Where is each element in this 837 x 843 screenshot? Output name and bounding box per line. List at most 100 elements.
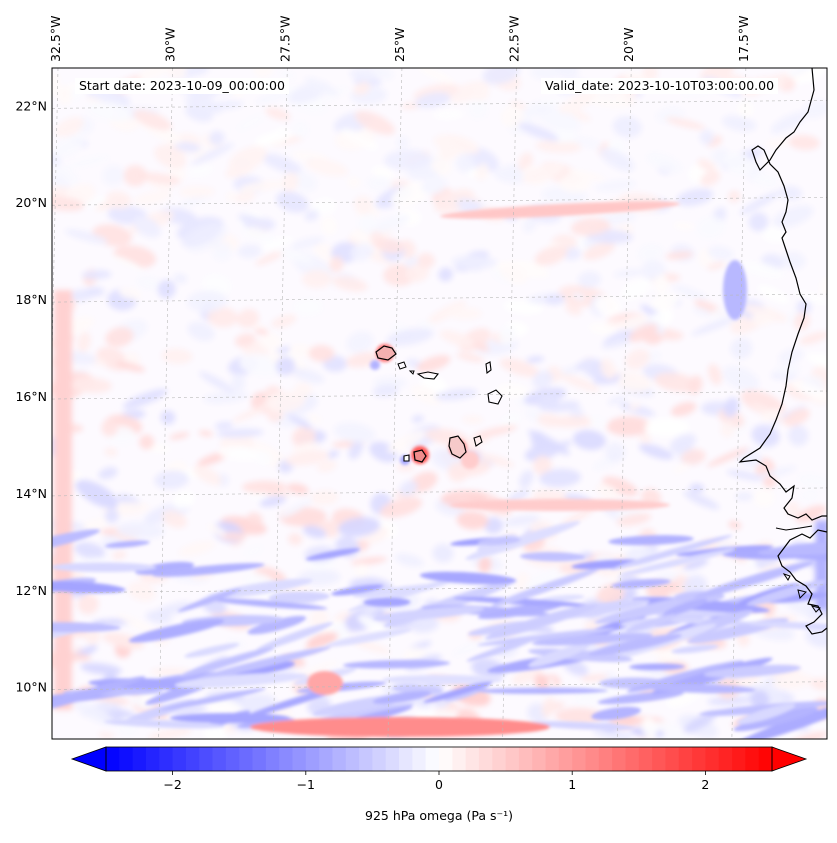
latitude-tick-label: 10°N (15, 680, 47, 695)
longitude-tick-label: 30°W (163, 27, 178, 62)
omega-blob (532, 370, 553, 389)
omega-blob (332, 276, 368, 292)
omega-blob (288, 533, 303, 546)
omega-blob (665, 251, 694, 260)
start-date-label: Start date: 2023-10-09_00:00:00 (75, 78, 289, 94)
omega-blob (503, 300, 544, 315)
colorbar-cell (585, 747, 600, 771)
omega-blob (174, 141, 201, 153)
omega-blob (206, 100, 244, 110)
omega-blob (471, 658, 506, 680)
omega-island-patch (461, 451, 479, 469)
omega-blob (530, 68, 560, 80)
omega-blob (320, 216, 338, 236)
omega-blob (484, 517, 503, 534)
omega-blob (735, 492, 753, 501)
island-santo-antao (375, 345, 397, 361)
omega-blob (304, 209, 319, 221)
omega-blob (468, 98, 488, 120)
omega-streak (532, 632, 653, 646)
omega-streak (465, 521, 581, 560)
omega-blob (781, 251, 806, 270)
omega-streak (305, 548, 361, 561)
omega-streak (466, 636, 540, 662)
omega-blob (457, 198, 482, 212)
colorbar-cell (545, 747, 560, 771)
omega-blob (617, 372, 652, 392)
omega-blob (276, 346, 291, 355)
omega-blob (396, 463, 415, 472)
omega-blob (580, 674, 609, 682)
omega-streak (735, 701, 827, 739)
omega-blob (52, 134, 86, 159)
omega-blob (68, 653, 91, 661)
omega-blob (111, 530, 140, 545)
latitude-tick-label: 22°N (15, 98, 47, 113)
omega-blob (432, 110, 464, 120)
omega-streak (247, 615, 307, 635)
omega-blob (80, 663, 122, 675)
omega-blob (736, 100, 755, 118)
omega-blob (534, 673, 550, 692)
omega-streak (52, 580, 126, 594)
omega-blob (567, 169, 607, 181)
longitude-tick-label: 25°W (392, 27, 407, 62)
colorbar-cells (106, 747, 773, 771)
omega-blob (214, 421, 233, 430)
valid-date-label: Valid_date: 2023-10-10T03:00:00.00 (541, 78, 779, 94)
omega-blob (181, 222, 222, 248)
colorbar-cell (758, 747, 773, 771)
colorbar-cell (452, 747, 467, 771)
omega-blob (199, 371, 235, 393)
colorbar-cell (665, 747, 680, 771)
omega-blob (116, 521, 165, 539)
omega-blob (306, 632, 339, 648)
colorbar-cell (292, 747, 307, 771)
omega-blob (186, 163, 214, 178)
omega-blob (644, 417, 690, 437)
omega-blob (303, 525, 327, 539)
colorbar-extend-high (771, 746, 808, 772)
omega-streak (152, 563, 265, 577)
omega-blob (728, 190, 741, 203)
omega-blob (672, 221, 696, 231)
omega-streak (608, 535, 694, 546)
colorbar-cell (412, 747, 427, 771)
omega-blob (595, 483, 620, 501)
omega-blob (340, 128, 379, 150)
omega-blob (638, 443, 674, 460)
omega-blob (237, 308, 259, 328)
omega-blob (473, 425, 518, 439)
omega-blob (533, 455, 552, 476)
omega-blob (290, 367, 325, 384)
omega-blob (228, 146, 267, 172)
omega-blob (541, 697, 556, 718)
omega-blob (471, 86, 490, 101)
colorbar-ticks: −2 −1 0 1 2 (163, 771, 709, 792)
omega-blob (57, 85, 72, 105)
omega-streak (184, 643, 240, 658)
omega-blob (105, 327, 134, 348)
omega-blob (52, 196, 85, 212)
colorbar-cell (718, 747, 733, 771)
omega-blob (112, 551, 127, 560)
omega-blob (354, 563, 370, 579)
colorbar-cell (332, 747, 347, 771)
omega-blob (387, 430, 426, 454)
omega-streak (331, 584, 384, 596)
omega-blob (366, 176, 393, 191)
colorbar-cell (705, 747, 720, 771)
omega-blob (736, 448, 763, 468)
omega-blob (178, 540, 216, 557)
omega-streak (642, 683, 756, 694)
omega-streak (128, 619, 225, 643)
omega-blob (193, 465, 222, 486)
omega-blob (697, 158, 716, 172)
omega-blob (578, 271, 601, 289)
omega-blob (304, 158, 349, 177)
omega-blob (740, 261, 785, 279)
omega-blob (98, 731, 115, 739)
omega-blob (638, 433, 652, 444)
omega-blob (620, 278, 652, 301)
omega-blob (775, 363, 800, 376)
